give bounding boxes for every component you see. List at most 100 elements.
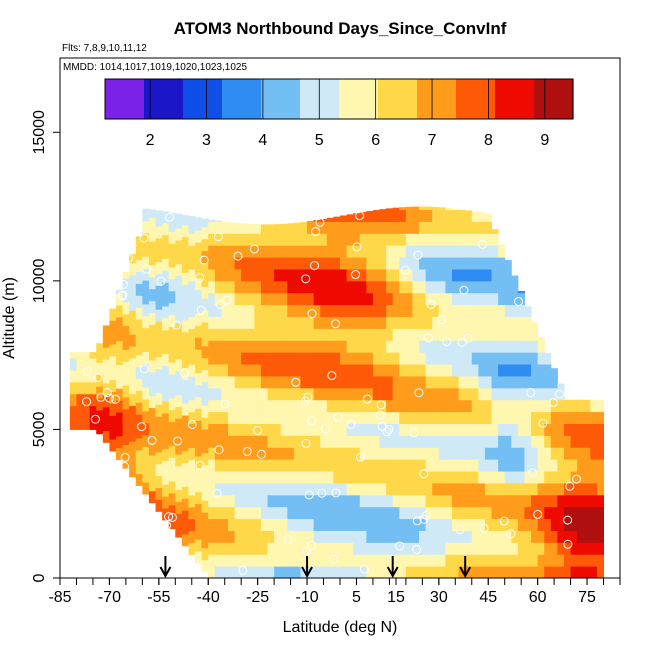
heatmap-cell bbox=[517, 482, 525, 496]
observation-point bbox=[412, 545, 422, 555]
heatmap-cell bbox=[412, 352, 420, 365]
heatmap-cell bbox=[353, 459, 361, 472]
colorbar-cell bbox=[288, 79, 293, 119]
heatmap-cell bbox=[247, 268, 255, 282]
heatmap-cell bbox=[432, 257, 440, 270]
heatmap-cell bbox=[247, 435, 255, 448]
heatmap-cell bbox=[379, 554, 387, 567]
colorbar-cell bbox=[253, 79, 258, 119]
heatmap-cell bbox=[405, 471, 413, 484]
heatmap-cell bbox=[432, 423, 440, 436]
heatmap-cell bbox=[340, 375, 348, 389]
heatmap-cell bbox=[452, 245, 460, 258]
heatmap-cell bbox=[544, 447, 552, 460]
heatmap-cell bbox=[452, 459, 460, 472]
heatmap-cell bbox=[531, 447, 539, 460]
observation-point bbox=[199, 255, 209, 265]
heatmap-cell bbox=[359, 304, 367, 318]
heatmap-cell bbox=[221, 423, 229, 436]
heatmap-cell bbox=[267, 459, 275, 472]
heatmap-cell bbox=[517, 387, 525, 401]
heatmap-cell bbox=[300, 518, 308, 531]
heatmap-cell bbox=[359, 435, 367, 448]
heatmap-cell bbox=[300, 482, 308, 496]
heatmap-cell bbox=[471, 435, 479, 448]
heatmap-cell bbox=[254, 364, 262, 377]
heatmap-cell bbox=[366, 530, 374, 543]
heatmap-cell bbox=[517, 304, 525, 318]
observation-point bbox=[548, 397, 558, 407]
heatmap-cell bbox=[524, 399, 532, 413]
heatmap-cell bbox=[155, 344, 163, 358]
heatmap-cell bbox=[320, 530, 328, 543]
heatmap-cell bbox=[195, 313, 203, 326]
heatmap-cell bbox=[438, 292, 446, 306]
heatmap-cell bbox=[399, 304, 407, 318]
heatmap-cell bbox=[379, 352, 387, 365]
heatmap-cell bbox=[76, 381, 84, 395]
heatmap-cell bbox=[260, 554, 269, 567]
heatmap-cell bbox=[524, 316, 532, 329]
heatmap-cell bbox=[537, 459, 545, 472]
heatmap-cell bbox=[254, 423, 262, 436]
heatmap-cell bbox=[379, 494, 387, 508]
heatmap-cell bbox=[293, 542, 301, 555]
heatmap-cell bbox=[531, 423, 539, 436]
heatmap-cell bbox=[300, 364, 308, 377]
heatmap-cell bbox=[155, 463, 163, 477]
heatmap-cell bbox=[320, 304, 328, 318]
heatmap-cell bbox=[122, 278, 130, 291]
heatmap-cell bbox=[577, 542, 585, 555]
heatmap-cell bbox=[313, 268, 321, 282]
heatmap-cell bbox=[208, 233, 216, 246]
heatmap-cell bbox=[458, 221, 466, 234]
heatmap-cell bbox=[359, 387, 367, 401]
heatmap-cell bbox=[346, 214, 354, 222]
heatmap-cell bbox=[135, 366, 143, 379]
heatmap-cell bbox=[458, 209, 466, 222]
heatmap-cell bbox=[280, 471, 288, 484]
heatmap-cell bbox=[280, 494, 288, 508]
heatmap-cell bbox=[201, 559, 209, 573]
heatmap-cell bbox=[260, 423, 269, 436]
heatmap-cell bbox=[340, 399, 348, 413]
heatmap-cell bbox=[148, 264, 157, 278]
heatmap-cell bbox=[148, 253, 157, 266]
heatmap-cell bbox=[181, 224, 189, 238]
heatmap-cell bbox=[432, 566, 440, 579]
heatmap-cell bbox=[504, 280, 512, 294]
heatmap-cell bbox=[386, 208, 394, 211]
heatmap-cell bbox=[484, 364, 493, 377]
heatmap-cell bbox=[280, 292, 288, 306]
heatmap-cell bbox=[399, 316, 407, 329]
heatmap-cell bbox=[307, 245, 315, 258]
heatmap-cell bbox=[504, 518, 512, 531]
heatmap-cell bbox=[195, 325, 203, 338]
observation-point bbox=[395, 541, 405, 551]
heatmap-cell bbox=[83, 417, 91, 430]
colorbar-cell bbox=[498, 79, 504, 119]
heatmap-cell bbox=[353, 566, 361, 579]
colorbar-cell bbox=[393, 79, 399, 119]
heatmap-cell bbox=[69, 405, 77, 419]
heatmap-cell bbox=[188, 518, 196, 532]
heatmap-cell bbox=[241, 292, 249, 306]
heatmap-cell bbox=[596, 554, 605, 567]
heatmap-cell bbox=[425, 471, 433, 484]
heatmap-cell bbox=[366, 459, 374, 472]
heatmap-cell bbox=[425, 375, 433, 389]
heatmap-cell bbox=[491, 364, 499, 377]
heatmap-cell bbox=[188, 447, 196, 460]
heatmap-cell bbox=[478, 245, 486, 258]
heatmap-cell bbox=[208, 518, 216, 531]
heatmap-cell bbox=[148, 467, 157, 480]
observation-point bbox=[212, 488, 222, 498]
heatmap-cell bbox=[359, 530, 367, 543]
heatmap-cell bbox=[155, 309, 163, 322]
colorbar-cell bbox=[229, 79, 235, 119]
heatmap-cell bbox=[438, 209, 446, 222]
heatmap-cell bbox=[69, 370, 77, 383]
heatmap-cell bbox=[168, 397, 176, 411]
heatmap-cell bbox=[221, 257, 229, 270]
heatmap-cell bbox=[432, 542, 440, 555]
